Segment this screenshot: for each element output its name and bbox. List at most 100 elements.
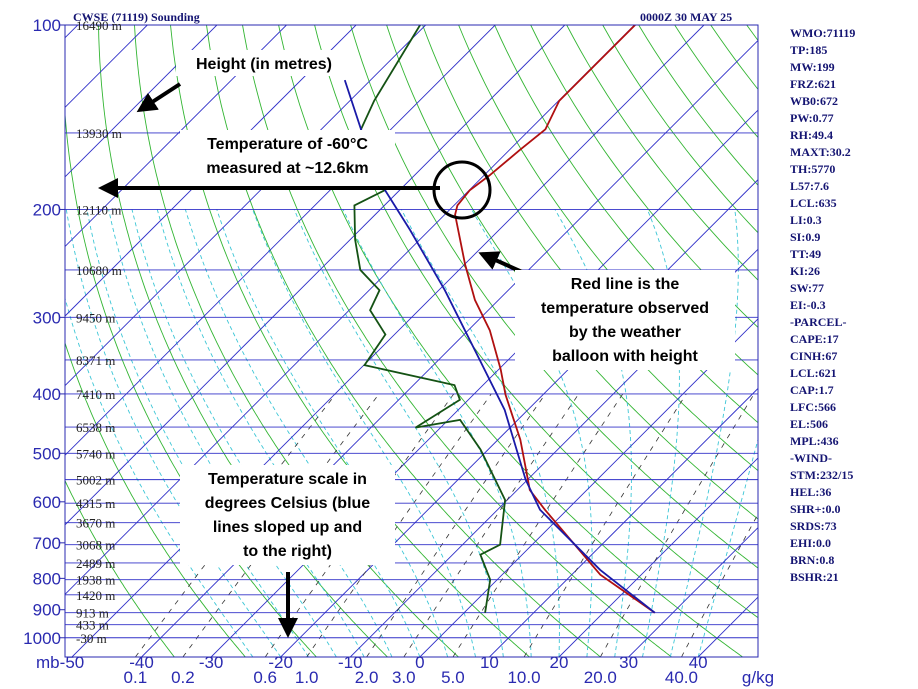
station-info: HEL:36 xyxy=(790,485,831,499)
isotherm xyxy=(65,25,635,596)
x-tick-label: 0 xyxy=(415,653,424,672)
height-label: 8371 m xyxy=(76,353,115,368)
height-label: 16490 m xyxy=(76,18,122,33)
y-tick-label: 800 xyxy=(33,569,61,588)
moist-adiabat xyxy=(108,209,337,657)
station-info: SI:0.9 xyxy=(790,230,820,244)
station-info: EHI:0.0 xyxy=(790,536,831,550)
x-tick-label: -10 xyxy=(338,653,363,672)
y-tick-label: 400 xyxy=(33,385,61,404)
annotation-text: balloon with height xyxy=(552,348,698,365)
station-info: TP:185 xyxy=(790,43,827,57)
mixing-ratio-line xyxy=(366,393,546,657)
station-info: RH:49.4 xyxy=(790,128,833,142)
annotation-text: Temperature of -60°C xyxy=(207,136,368,153)
annotation-text: Red line is the xyxy=(571,276,680,293)
station-info: CINH:67 xyxy=(790,349,837,363)
station-info: TH:5770 xyxy=(790,162,835,176)
station-info: EL:506 xyxy=(790,417,828,431)
dry-adiabat xyxy=(278,25,743,657)
mixing-ratio-label: 5.0 xyxy=(441,668,465,687)
station-info: SW:77 xyxy=(790,281,824,295)
station-info: -WIND- xyxy=(790,451,832,465)
annotation-text: degrees Celsius (blue xyxy=(205,495,370,512)
x-tick-label: 20 xyxy=(550,653,569,672)
height-label: 9450 m xyxy=(76,310,115,325)
moist-adiabat xyxy=(252,209,476,657)
mixing-ratio-label: 0.1 xyxy=(124,668,148,687)
annotation-text: measured at ~12.6km xyxy=(206,160,368,177)
station-info: -PARCEL- xyxy=(790,315,846,329)
station-info: STM:232/15 xyxy=(790,468,853,482)
y-tick-label: 900 xyxy=(33,601,61,620)
height-label: -30 m xyxy=(76,631,107,646)
arrow xyxy=(136,82,182,113)
mixing-ratio-line xyxy=(523,393,687,657)
mixing-ratio-label: 0.2 xyxy=(171,668,195,687)
height-label: 1938 m xyxy=(76,573,115,588)
annotation-box xyxy=(515,270,735,370)
mixing-ratio-unit: g/kg xyxy=(742,668,774,687)
dry-adiabat xyxy=(206,25,601,657)
plot-frame xyxy=(64,24,759,658)
annotation-text: Height (in metres) xyxy=(196,56,332,73)
station-info: MPL:436 xyxy=(790,434,839,448)
isotherm xyxy=(65,25,218,178)
chart-title: CWSE (71119) Sounding xyxy=(73,10,200,24)
height-label: 1420 m xyxy=(76,588,115,603)
height-label: 6538 m xyxy=(76,420,115,435)
station-info: SHR+:0.0 xyxy=(790,502,841,516)
y-tick-label: 500 xyxy=(33,444,61,463)
annotation-text: by the weather xyxy=(569,324,681,341)
station-info: KI:26 xyxy=(790,264,820,278)
station-info: CAPE:17 xyxy=(790,332,839,346)
height-label: 12110 m xyxy=(76,202,121,217)
dry-adiabat xyxy=(65,341,246,657)
isotherm-grid-line xyxy=(71,25,705,657)
station-info: LCL:621 xyxy=(790,366,837,380)
height-label: 5002 m xyxy=(76,473,115,488)
station-info: FRZ:621 xyxy=(790,77,836,91)
moist-adiabat xyxy=(86,209,309,657)
station-info: CAP:1.7 xyxy=(790,383,834,397)
y-tick-label: 600 xyxy=(33,493,61,512)
station-info: PW:0.77 xyxy=(790,111,834,125)
isotherm xyxy=(65,25,566,526)
annotation-box xyxy=(180,465,395,565)
station-info: MAXT:30.2 xyxy=(790,145,851,159)
height-label: 13930 m xyxy=(76,126,122,141)
dry-adiabat xyxy=(242,25,672,657)
height-label: 3068 m xyxy=(76,538,115,553)
height-label: 10680 m xyxy=(76,263,122,278)
annotations: Height (in metres) Temperature of -60°C me… xyxy=(98,50,735,638)
x-tick-label: 40 xyxy=(689,653,708,672)
dry-adiabat xyxy=(314,25,758,619)
labels: -50 -40 -30 -20 -10 0 10 20 30 40 0.1 0.2 0.6 1.0 2.0 3… xyxy=(23,16,774,687)
moist-adiabat xyxy=(184,209,421,657)
height-label: 4315 m xyxy=(76,496,115,511)
profile-line xyxy=(454,25,656,614)
highlight-circle xyxy=(432,160,492,220)
x-tick-label: -40 xyxy=(129,653,154,672)
y-tick-label: 100 xyxy=(33,16,61,35)
height-label: 2489 m xyxy=(76,556,115,571)
x-tick-label: -20 xyxy=(268,653,293,672)
mixing-ratio-label: 40.0 xyxy=(665,668,698,687)
station-info: WB0:672 xyxy=(790,94,838,108)
x-tick-label: -30 xyxy=(199,653,224,672)
y-tick-label: 300 xyxy=(33,308,61,327)
station-info: BSHR:21 xyxy=(790,570,839,584)
station-info: EI:-0.3 xyxy=(790,298,826,312)
mixing-ratio-line xyxy=(403,393,580,657)
annotation-text: temperature observed xyxy=(541,300,709,317)
moist-adiabat xyxy=(131,209,365,657)
annotation-box xyxy=(176,50,352,76)
moist-adiabat xyxy=(471,209,593,657)
station-info: LCL:635 xyxy=(790,196,837,210)
mixing-ratio-label: 2.0 xyxy=(355,668,379,687)
annotation-text: to the right) xyxy=(243,543,332,560)
mixing-ratio-label: 20.0 xyxy=(584,668,617,687)
x-tick-label: 10 xyxy=(480,653,499,672)
isotherm-grid-line xyxy=(558,457,758,657)
